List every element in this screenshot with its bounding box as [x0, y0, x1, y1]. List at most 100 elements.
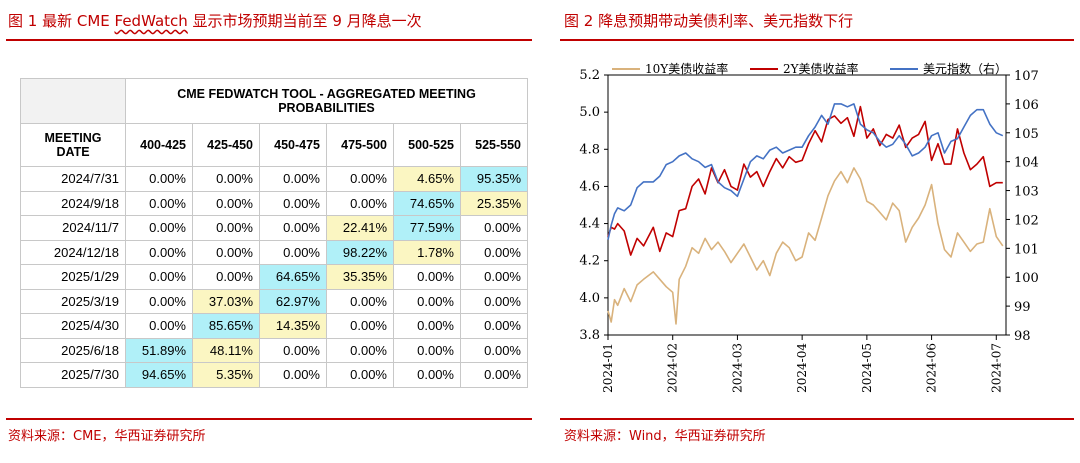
legend-label: 10Y美债收益率 [645, 61, 728, 76]
chart-legend: 10Y美债收益率 2Y美债收益率 美元指数（右） [612, 61, 1007, 76]
probability-cell: 0.00% [125, 239, 193, 265]
right-y-tick-label: 107 [1014, 69, 1039, 84]
probability-cell: 1.78% [393, 239, 461, 265]
rate-column-header: 500-525 [393, 123, 461, 167]
probability-cell: 0.00% [460, 362, 528, 388]
probability-cell: 0.00% [259, 215, 327, 241]
probability-cell: 0.00% [326, 313, 394, 339]
table-row: 2024/7/31 0.00% 0.00% 0.00% 0.00% 4.65% 95.35% [20, 166, 528, 192]
meeting-date-header: MEETING DATE [20, 123, 126, 167]
table-row: 2024/9/18 0.00% 0.00% 0.00% 0.00% 74.65% 25.35… [20, 190, 528, 216]
meeting-date-cell: 2025/6/18 [20, 337, 126, 363]
series-line-1 [607, 105, 1003, 256]
probability-cell: 22.41% [326, 215, 394, 241]
legend-label: 美元指数（右） [923, 61, 1007, 76]
probability-cell: 0.00% [125, 313, 193, 339]
probability-cell: 0.00% [192, 215, 260, 241]
plot-area-frame [607, 74, 1007, 336]
probability-cell: 0.00% [125, 288, 193, 314]
probability-cell: 0.00% [460, 288, 528, 314]
probability-cell: 0.00% [259, 239, 327, 265]
probability-cell: 0.00% [326, 337, 394, 363]
figure-2-bottom-rule [560, 418, 1074, 420]
fedwatch-link[interactable]: FedWatch [114, 12, 188, 30]
probability-cell: 48.11% [192, 337, 260, 363]
probability-cell: 0.00% [192, 190, 260, 216]
table-row: 2025/1/29 0.00% 0.00% 64.65% 35.35% 0.00% 0.00… [20, 264, 528, 290]
x-tick-label: 2024-03 [730, 343, 744, 393]
probability-cell: 0.00% [460, 313, 528, 339]
probability-cell: 0.00% [125, 166, 193, 192]
probability-cell: 5.35% [192, 362, 260, 388]
probability-cell: 0.00% [192, 239, 260, 265]
x-tick-label: 2024-07 [989, 343, 1003, 393]
probability-cell: 0.00% [125, 215, 193, 241]
probability-cell: 77.59% [393, 215, 461, 241]
right-y-tick-label: 99 [1014, 300, 1031, 315]
figure-1-title: 图 1 最新 CME FedWatch 显示市场预期当前至 9 月降息一次 [8, 10, 422, 31]
probability-cell: 95.35% [460, 166, 528, 192]
probability-cell: 0.00% [393, 313, 461, 339]
probability-cell: 0.00% [326, 190, 394, 216]
left-y-tick-label: 4.8 [579, 142, 600, 157]
figure-2-source: 资料来源：Wind，华西证券研究所 [564, 429, 766, 444]
left-y-tick-label: 5.2 [579, 68, 600, 83]
figure-1-bottom-rule [6, 418, 532, 420]
right-y-tick-label: 102 [1014, 213, 1039, 228]
probability-cell: 62.97% [259, 288, 327, 314]
probability-cell: 0.00% [259, 362, 327, 388]
right-y-tick-label: 98 [1014, 329, 1031, 344]
meeting-date-cell: 2025/7/30 [20, 362, 126, 388]
probability-cell: 64.65% [259, 264, 327, 290]
probability-cell: 98.22% [326, 239, 394, 265]
right-y-tick-label: 104 [1014, 156, 1039, 171]
left-y-tick-label: 5.0 [579, 105, 600, 120]
probability-cell: 0.00% [393, 264, 461, 290]
table-banner: CME FEDWATCH TOOL - AGGREGATED MEETING P… [125, 78, 528, 124]
probability-cell: 35.35% [326, 264, 394, 290]
left-y-tick-label: 4.2 [579, 254, 600, 269]
figure-1-title-prefix: 图 1 最新 CME [8, 12, 115, 30]
probability-cell: 0.00% [460, 239, 528, 265]
rate-column-header: 525-550 [460, 123, 528, 167]
probability-cell: 0.00% [460, 337, 528, 363]
figure-2-title: 图 2 降息预期带动美债利率、美元指数下行 [564, 12, 854, 30]
probability-cell: 0.00% [393, 362, 461, 388]
right-y-tick-label: 101 [1014, 242, 1039, 257]
table-row: 2024/11/7 0.00% 0.00% 0.00% 22.41% 77.59% 0.00… [20, 215, 528, 241]
right-y-tick-label: 103 [1014, 185, 1039, 200]
x-tick-label: 2024-05 [860, 343, 874, 393]
meeting-date-cell: 2025/3/19 [20, 288, 126, 314]
table-header-row: MEETING DATE 400-425 425-450 450-475 475-50… [20, 123, 528, 167]
series-line-2 [607, 103, 1004, 240]
probability-cell: 14.35% [259, 313, 327, 339]
yield-dxy-line-chart: 3.8 4.0 4.2 4.4 4.6 4.8 5.0 5.2 98 99 100 101 102 103… [579, 61, 1039, 393]
legend-label: 2Y美债收益率 [783, 61, 859, 76]
table-row: 2025/6/18 51.89% 48.11% 0.00% 0.00% 0.00% 0.00… [20, 337, 528, 363]
meeting-date-cell: 2025/1/29 [20, 264, 126, 290]
probability-cell: 0.00% [192, 264, 260, 290]
table-row: 2025/3/19 0.00% 37.03% 62.97% 0.00% 0.00% 0.00… [20, 288, 528, 314]
rate-column-header: 400-425 [125, 123, 193, 167]
probability-cell: 0.00% [460, 264, 528, 290]
figure-1-title-suffix: 显示市场预期当前至 9 月降息一次 [187, 12, 422, 30]
probability-cell: 0.00% [125, 190, 193, 216]
probability-cell: 25.35% [460, 190, 528, 216]
probability-cell: 0.00% [326, 166, 394, 192]
x-tick-label: 2024-06 [925, 343, 939, 393]
table-row: 2024/12/18 0.00% 0.00% 0.00% 98.22% 1.78% 0.00… [20, 239, 528, 265]
right-y-tick-label: 100 [1014, 271, 1039, 286]
meeting-date-cell: 2025/4/30 [20, 313, 126, 339]
meeting-date-cell: 2024/9/18 [20, 190, 126, 216]
meeting-date-cell: 2024/11/7 [20, 215, 126, 241]
probability-cell: 0.00% [393, 337, 461, 363]
figure-1-source: 资料来源：CME，华西证券研究所 [8, 429, 206, 444]
probability-cell: 51.89% [125, 337, 193, 363]
rate-column-header: 475-500 [326, 123, 394, 167]
right-y-tick-label: 105 [1014, 127, 1039, 142]
meeting-date-cell: 2024/12/18 [20, 239, 126, 265]
probability-cell: 4.65% [393, 166, 461, 192]
probability-cell: 74.65% [393, 190, 461, 216]
table-row: 2025/4/30 0.00% 85.65% 14.35% 0.00% 0.00% 0.00… [20, 313, 528, 339]
fedwatch-probability-table: CME FEDWATCH TOOL - AGGREGATED MEETING P… [20, 78, 528, 388]
